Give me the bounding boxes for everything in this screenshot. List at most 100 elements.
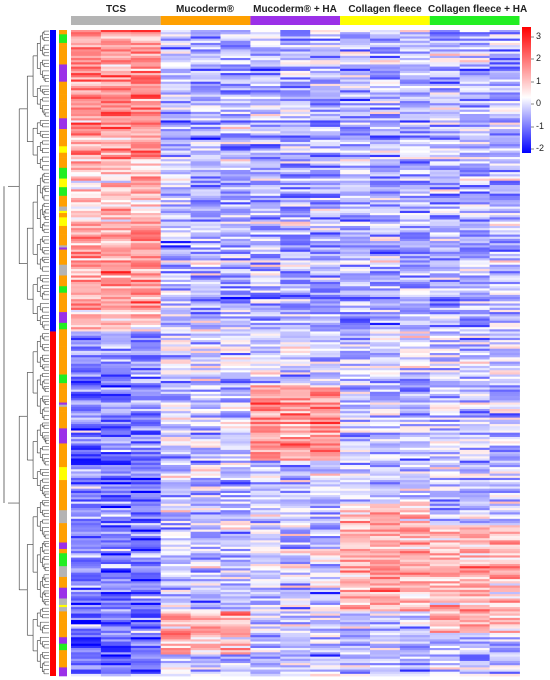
row-group-segment <box>59 611 67 622</box>
row-group-segment <box>59 293 67 304</box>
row-group-segment <box>59 114 67 119</box>
group-color-bar <box>430 16 520 25</box>
row-group-segment <box>59 226 67 235</box>
row-group-segment <box>59 196 67 207</box>
row-group-segment <box>59 364 67 375</box>
row-group-segment <box>59 43 67 45</box>
row-group-segment <box>59 443 67 456</box>
row-group-segment <box>59 637 67 644</box>
row-group-segment <box>59 353 67 364</box>
row-group-segment <box>59 64 67 75</box>
row-group-segment <box>59 329 67 331</box>
row-group-segment <box>59 179 67 188</box>
row-dendrogram <box>4 31 49 674</box>
row-group-segment <box>59 217 67 226</box>
row-group-segment <box>59 349 67 354</box>
group-color-bar <box>71 16 161 25</box>
row-group-segment <box>59 523 67 525</box>
row-group-segment <box>59 467 67 480</box>
row-group-segment <box>59 607 67 612</box>
row-group-segment <box>59 245 67 247</box>
row-group-segment <box>59 347 67 349</box>
row-group-segment <box>59 247 67 249</box>
row-group-segment <box>59 250 67 259</box>
row-group-segment <box>59 428 67 437</box>
group-color-bar <box>250 16 340 25</box>
row-group-segment <box>59 549 67 554</box>
row-group-segment <box>59 650 67 661</box>
row-group-segment <box>59 136 67 147</box>
row-group-segment <box>59 303 67 312</box>
row-group-segment <box>59 82 67 95</box>
column-group-color-bars <box>71 16 520 25</box>
row-group-segment <box>59 390 67 403</box>
row-group-segment <box>59 168 67 179</box>
row-group-segment <box>59 667 67 676</box>
row-group-segment <box>59 510 67 523</box>
row-group-segment <box>59 598 67 605</box>
row-group-segment <box>59 49 67 56</box>
row-group-segment <box>59 118 67 129</box>
row-group-segment <box>59 661 67 666</box>
row-group-segment <box>59 312 67 323</box>
row-group-segment <box>59 331 67 336</box>
row-group-segment <box>59 405 67 407</box>
row-group-segment <box>59 622 67 635</box>
row-group-segment <box>59 336 67 347</box>
row-group-segment <box>59 437 67 444</box>
row-group-segment <box>59 493 67 500</box>
row-group-segment <box>59 30 67 35</box>
row-group-segment <box>59 605 67 607</box>
row-group-segment <box>59 411 67 422</box>
heatmap-cells <box>71 30 520 676</box>
row-group-segment <box>59 542 67 549</box>
row-group-segment <box>59 157 67 168</box>
row-group-segment <box>59 577 67 588</box>
row-group-segment <box>59 635 67 637</box>
group-color-bar <box>161 16 251 25</box>
row-group-segment <box>59 525 67 534</box>
row-group-segment <box>59 75 67 82</box>
row-group-segment <box>59 644 67 651</box>
row-group-segment <box>59 564 67 566</box>
row-group-segment <box>59 56 67 63</box>
cluster-segment-1 <box>50 30 56 331</box>
row-group-segment <box>59 146 67 153</box>
row-group-segment <box>59 465 67 467</box>
row-group-segment <box>59 265 67 267</box>
row-group-segment <box>59 213 67 218</box>
row-group-segment <box>59 588 67 599</box>
row-group-segment <box>59 258 67 265</box>
row-group-segment <box>59 383 67 390</box>
row-group-segment <box>59 407 67 412</box>
cluster-segment-2 <box>50 331 56 676</box>
group-color-bar <box>340 16 430 25</box>
cluster-annotation-bar <box>50 30 56 676</box>
row-group-segment <box>59 62 67 64</box>
row-group-segment <box>59 456 67 465</box>
row-group-segment <box>59 95 67 102</box>
row-group-segment <box>59 45 67 50</box>
row-group-segment <box>59 235 67 246</box>
row-group-segment <box>59 286 67 293</box>
row-group-segment <box>59 275 67 286</box>
row-group-segment <box>59 207 67 212</box>
row-group-segment <box>59 34 67 43</box>
row-group-segment <box>59 403 67 405</box>
row-group-segment <box>59 267 67 276</box>
row-group-segment <box>59 323 67 330</box>
row-group-segment <box>59 553 67 564</box>
row-group-segment <box>59 566 67 577</box>
row-group-segment <box>59 534 67 543</box>
row-group-segment <box>59 129 67 136</box>
row-group-segment <box>59 480 67 493</box>
row-group-segment <box>59 101 67 114</box>
row-group-segment <box>59 665 67 667</box>
row-group-segment <box>59 187 67 196</box>
row-group-annotation-bar <box>59 30 67 676</box>
row-group-segment <box>59 375 67 384</box>
row-group-segment <box>59 422 67 429</box>
row-group-segment <box>59 499 67 510</box>
